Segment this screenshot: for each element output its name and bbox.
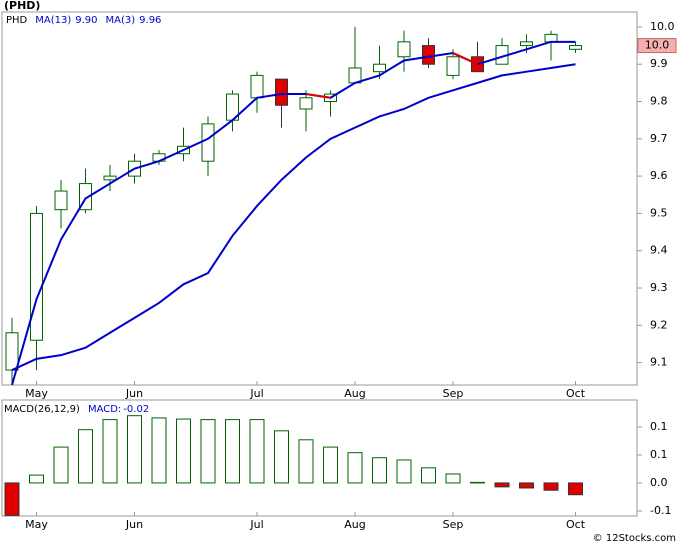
candle-body (422, 45, 435, 65)
y-tick-label: -0.1 (650, 504, 671, 517)
macd-frame (1, 399, 638, 517)
candle-body (569, 45, 582, 50)
y-tick-label: 9.8 (650, 95, 668, 108)
macd-bar (176, 418, 191, 484)
macd-bar (494, 482, 510, 488)
macd-bar (445, 473, 461, 484)
x-tick-label: Jun (125, 518, 143, 531)
legend-value: 9.90 (75, 15, 97, 26)
x-tick-label: Sep (443, 387, 464, 400)
macd-bar (396, 459, 412, 484)
macd-bar (53, 446, 69, 484)
candle-body (103, 175, 117, 181)
x-tick-label: Jun (125, 387, 143, 400)
macd-bar (274, 430, 289, 484)
y-tick-label: 10.0 (650, 20, 675, 33)
candle-body (397, 41, 411, 58)
candle-body (373, 63, 386, 73)
macd-bar (519, 482, 534, 489)
price-tag: 10.0 (645, 39, 670, 52)
macd-bar (323, 446, 338, 484)
candle-body (250, 74, 264, 99)
y-tick-label: 9.1 (650, 356, 668, 369)
x-tick-label: May (25, 518, 48, 531)
ma-line (11, 40, 576, 386)
legend-name: MA(13) (35, 15, 71, 26)
macd-bar (151, 417, 167, 484)
candle-body (544, 33, 558, 43)
legend-value: 9.96 (139, 15, 161, 26)
legend-name: MACD(26,12,9) (4, 404, 80, 415)
ma-line (11, 63, 576, 371)
price-frame (1, 11, 638, 386)
x-tick-label: Aug (344, 387, 365, 400)
price-tag-box (637, 38, 677, 54)
candle-body (30, 212, 43, 341)
candle-body (299, 97, 313, 110)
y-tick-label: 9.3 (650, 281, 668, 294)
candle-body (446, 56, 460, 76)
ma-falling-segment (452, 52, 478, 66)
x-tick-label: Aug (344, 518, 365, 531)
x-tick-label: Oct (566, 387, 586, 400)
x-tick-label: Sep (443, 518, 464, 531)
y-tick-label: 9.2 (650, 318, 668, 331)
macd-bar (298, 439, 314, 484)
ma-falling-segment (305, 93, 331, 99)
macd-bar (421, 467, 436, 484)
candle-body (54, 190, 68, 211)
legend-label: MACD: (88, 404, 121, 415)
macd-bar (200, 419, 216, 484)
x-tick-label: May (25, 387, 48, 400)
y-tick-label: 0.1 (650, 448, 668, 461)
x-tick-label: Jul (249, 387, 263, 400)
legend-ticker: PHD (6, 15, 28, 26)
y-tick-label: 9.6 (650, 169, 668, 182)
y-tick-label: 9.4 (650, 244, 668, 257)
candle-body (201, 123, 215, 162)
macd-bar (470, 481, 485, 484)
candle-body (5, 332, 19, 371)
macd-bar (543, 482, 559, 491)
y-tick-label: 9.5 (650, 206, 668, 219)
macd-bar (347, 452, 363, 484)
x-tick-label: Oct (566, 518, 586, 531)
macd-bar (102, 419, 118, 484)
legend-value: -0.02 (123, 404, 149, 415)
y-tick-label: 9.7 (650, 132, 668, 145)
macd-bar (4, 482, 20, 516)
y-tick-label: 9.9 (650, 57, 668, 70)
copyright: © 12Stocks.com (593, 533, 676, 544)
macd-bar (29, 474, 44, 484)
x-tick-label: Jul (249, 518, 263, 531)
macd-bar (372, 457, 387, 484)
legend-name: MA(3) (106, 15, 136, 26)
macd-bar (78, 429, 93, 484)
chart-title: (PHD) (4, 0, 40, 12)
macd-bar (225, 419, 240, 484)
macd-bar (127, 415, 142, 484)
macd-bar (249, 419, 265, 484)
macd-bar (568, 482, 583, 496)
y-tick-label: 0.0 (650, 476, 668, 489)
candle-body (520, 41, 533, 47)
y-tick-label: 0.1 (650, 420, 668, 433)
candle-body (275, 78, 288, 106)
